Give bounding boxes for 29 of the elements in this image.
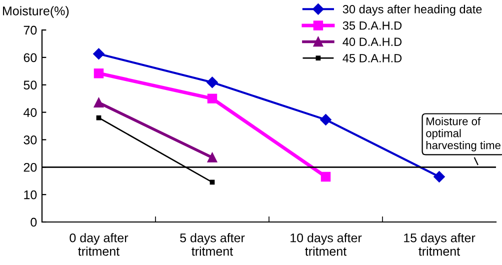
x-tick-label: 0 day after tritment [70, 233, 128, 256]
y-tick-label: 20 [24, 162, 37, 172]
y-axis-title: Moisture(%) [3, 6, 69, 18]
legend-label: 30 days after heading date [342, 4, 482, 16]
point [96, 115, 102, 120]
point [320, 172, 331, 182]
point [93, 48, 104, 60]
point [207, 152, 218, 162]
legend-label: 45 D.A.H.D [342, 54, 402, 62]
point [94, 68, 104, 78]
ref-line-label: Moisture of optimal harvesting time [426, 117, 500, 152]
point [94, 98, 104, 108]
y-tick-label: 50 [24, 80, 37, 90]
y-tick-label: 10 [24, 190, 37, 200]
point [434, 171, 445, 182]
point [206, 76, 218, 88]
y-tick-label: 0 [30, 218, 37, 227]
y-tick-label: 40 [24, 108, 37, 117]
legend-label: 35 D.A.H.D [342, 21, 402, 30]
x-tick-label: 5 days after tritment [180, 233, 245, 256]
y-tick-label: 60 [24, 53, 37, 62]
x-tick-label: 15 days after tritment [404, 233, 476, 256]
point [210, 180, 215, 185]
point [207, 94, 218, 104]
x-tick-label: 10 days after tritment [290, 233, 362, 256]
point [320, 114, 332, 126]
legend-label: 40 D.A.H.D [342, 38, 402, 46]
y-tick-label: 30 [24, 136, 37, 144]
y-tick-label: 70 [24, 26, 37, 35]
